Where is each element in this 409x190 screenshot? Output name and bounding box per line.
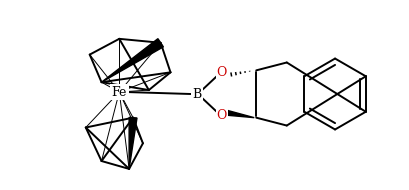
Polygon shape (101, 39, 163, 82)
Text: O: O (216, 109, 227, 122)
Text: O: O (216, 66, 227, 79)
Polygon shape (129, 117, 137, 169)
Polygon shape (226, 110, 254, 118)
Text: B: B (193, 88, 202, 101)
Text: Fe: Fe (112, 86, 127, 99)
